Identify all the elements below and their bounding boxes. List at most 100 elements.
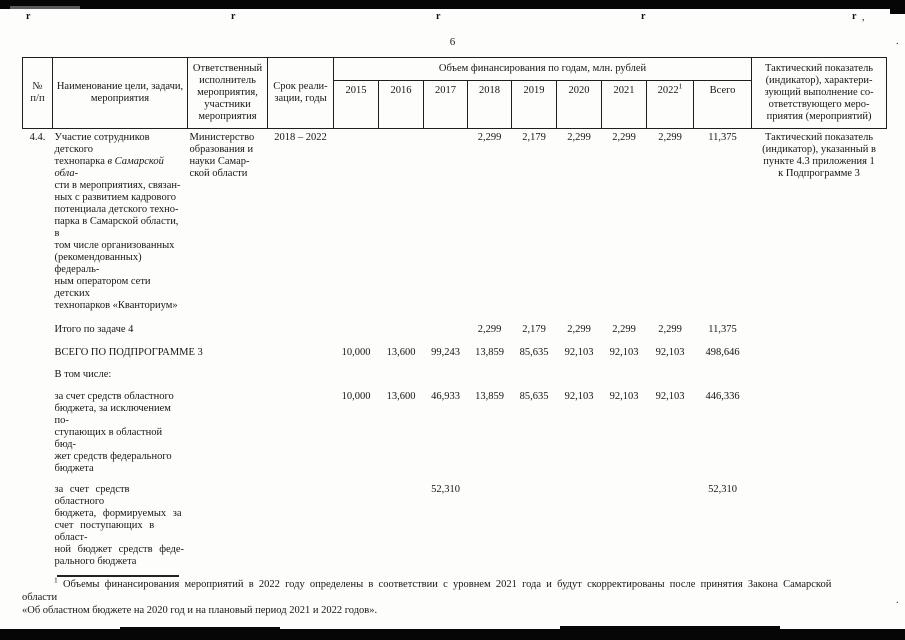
column-header-2017: 2017 (423, 80, 468, 129)
implementation-period: 2018 – 2022 (274, 132, 327, 143)
scan-registration-mark: r (641, 11, 646, 22)
value-2015 (334, 129, 379, 313)
table-row-measure-4-4: 4.4. Участие сотрудников детского техноп… (23, 129, 887, 313)
column-header-2020: 2020 (556, 80, 602, 129)
row-number: 4.4. (29, 132, 46, 143)
footnote-line-2: «Об областном бюджете на 2020 год и на п… (22, 605, 378, 616)
measure-name: Участие сотрудников детского технопарка … (53, 129, 188, 313)
scan-speck: , (862, 12, 865, 23)
value-total: 446,336 (705, 391, 740, 402)
scan-speck: . (896, 36, 899, 47)
label-line: бюджета, формируемых за (54, 508, 182, 519)
row-number-empty (23, 359, 53, 381)
label-line: ной бюджет средств феде- (54, 544, 185, 555)
row-number-empty (23, 336, 53, 359)
value-2017: 52,310 (431, 484, 460, 495)
federal-funds-label: за счет средств областного бюджета, форм… (53, 475, 188, 568)
value-2022: 92,103 (655, 347, 685, 358)
value-2019: 85,635 (519, 391, 549, 402)
page-number: 6 (449, 36, 456, 48)
value-2017: 46,933 (431, 391, 460, 402)
column-header-2016: 2016 (378, 80, 424, 129)
table-row-federal-funds: за счет средств областного бюджета, форм… (23, 475, 887, 568)
value-2017 (424, 129, 468, 313)
value-2018: 2,299 (477, 324, 502, 335)
value-2021: 92,103 (609, 347, 639, 358)
value-2022 (647, 475, 694, 568)
year-2022-label: 2022 (657, 85, 679, 96)
value-2020: 2,299 (567, 132, 591, 143)
table-header-row-1: № п/п Наименование цели, задачи, меропри… (22, 57, 888, 129)
footnote: 1 Объемы финансирования мероприятий в 20… (22, 575, 868, 617)
column-header-name: Наименование цели, задачи, мероприятия (52, 57, 188, 129)
value-2022: 92,103 (655, 391, 685, 402)
column-header-2022: 20221 (646, 80, 694, 129)
value-2018: 13,859 (475, 391, 504, 402)
period-empty (268, 475, 334, 568)
value-2015: 10,000 (341, 347, 371, 358)
value-2021: 2,299 (612, 324, 636, 335)
period-empty (268, 381, 334, 475)
value-2016 (379, 312, 424, 336)
footnote-mark: 1 (54, 575, 58, 585)
value-2021: 2,299 (612, 132, 636, 143)
footnote-reference-mark: 1 (678, 81, 683, 91)
value-2016 (379, 475, 424, 568)
tactical-indicator-empty (752, 312, 887, 336)
table-row-subtotal-task4: Итого по задаче 4 2,299 2,179 2,299 2,29… (23, 312, 887, 336)
row-number-empty (23, 381, 53, 475)
footnote-text: Объемы финансирования мероприятий в 2022… (22, 579, 832, 603)
empty-cells (334, 359, 887, 381)
scan-artifact-corner-notch (890, 8, 905, 14)
footnote-separator-rule (57, 575, 179, 577)
value-total: 52,310 (708, 484, 737, 495)
tactical-indicator-empty (752, 381, 887, 475)
subprogram-total-label: ВСЕГО ПО ПОДПРОГРАММЕ 3 (54, 347, 203, 358)
label-line: рального бюджета (54, 556, 137, 567)
value-2015: 10,000 (341, 391, 371, 402)
value-2019: 2,179 (522, 132, 546, 143)
value-total: 11,375 (708, 132, 737, 143)
value-2019 (512, 475, 557, 568)
value-2019: 85,635 (519, 347, 549, 358)
executor-empty (188, 475, 268, 568)
value-2018: 2,299 (477, 132, 502, 143)
including-label: В том числе: (54, 369, 112, 380)
scan-artifact-top-bar (0, 0, 905, 9)
scan-speck: . (896, 595, 899, 606)
scan-registration-mark: r (852, 11, 857, 22)
value-2020 (557, 475, 602, 568)
column-header-2021: 2021 (601, 80, 647, 129)
label-line: счет поступающих в област- (54, 520, 155, 543)
measure-name-text: сти в мероприятиях, связан- ных с развит… (54, 180, 181, 311)
value-2019: 2,179 (522, 324, 546, 335)
value-2020: 92,103 (564, 347, 594, 358)
value-2021 (602, 475, 647, 568)
value-2017: 99,243 (431, 347, 460, 358)
column-header-2018: 2018 (467, 80, 512, 129)
value-2016: 13,600 (386, 391, 416, 402)
value-total: 498,646 (705, 347, 740, 358)
value-2016 (379, 129, 424, 313)
column-header-period: Срок реали- зации, годы (267, 57, 334, 129)
scan-registration-mark: r (26, 11, 31, 22)
value-2016: 13,600 (386, 347, 416, 358)
table-row-including-label: В том числе: (23, 359, 887, 381)
value-2018 (468, 475, 512, 568)
footnote-line-1: 1 Объемы финансирования мероприятий в 20… (22, 575, 868, 604)
regional-budget-label: за счет средств областного бюджета, за и… (54, 391, 174, 474)
column-header-finance-group: Объем финансирования по годам, млн. рубл… (332, 57, 753, 81)
value-2021: 92,103 (609, 391, 639, 402)
value-2015 (334, 312, 379, 336)
column-header-num: № п/п (22, 57, 53, 129)
value-2022: 2,299 (658, 132, 682, 143)
label-line: за счет средств областного (54, 484, 130, 507)
measure-name-text: Участие сотрудников детского технопарка (54, 132, 150, 167)
table-row-regional-budget: за счет средств областного бюджета, за и… (23, 381, 887, 475)
value-2020: 92,103 (564, 391, 594, 402)
column-header-2019: 2019 (511, 80, 557, 129)
tactical-indicator-empty (752, 475, 887, 568)
table-row-subprogram-total: ВСЕГО ПО ПОДПРОГРАММЕ 3 10,000 13,600 99… (23, 336, 887, 359)
column-header-total: Всего (692, 80, 753, 129)
